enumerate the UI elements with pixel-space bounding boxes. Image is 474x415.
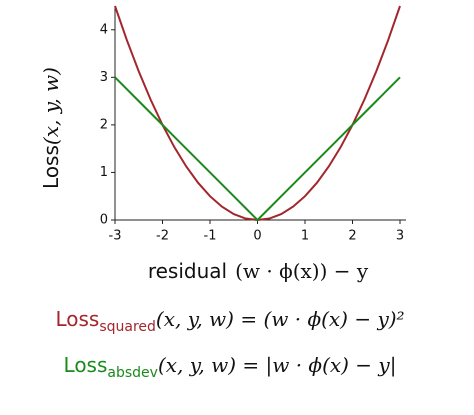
x-label-expression: (w · ϕ(x)) − y <box>235 259 369 283</box>
x-label-name: residual <box>148 259 227 283</box>
x-tick-label: 1 <box>301 229 309 244</box>
y-label-name: Loss <box>39 145 63 189</box>
y-tick-label: 3 <box>100 70 108 85</box>
x-tick-label: -1 <box>204 229 217 244</box>
formula-subscript: absdev <box>107 365 158 381</box>
formula-expression: (x, y, w) = (w · ϕ(x) − y)² <box>156 307 405 331</box>
y-label-args: (x, y, w) <box>39 67 63 145</box>
svg-text:Loss(x, y, w): Loss(x, y, w) <box>39 67 63 189</box>
formula-expression: (x, y, w) = |w · ϕ(x) − y| <box>158 353 397 378</box>
formula-name: Loss <box>55 307 99 331</box>
line-absdev <box>114 76 401 222</box>
formula-absdev: Lossabsdev(x, y, w) = |w · ϕ(x) − y| <box>64 353 397 381</box>
line-squared <box>114 5 401 222</box>
y-tick-label: 1 <box>100 165 108 180</box>
x-tick-label: -2 <box>156 229 169 244</box>
x-tick-label: 0 <box>253 229 261 244</box>
y-tick-label: 0 <box>100 213 108 228</box>
formula-squared: Losssquared(x, y, w) = (w · ϕ(x) − y)² <box>55 307 404 335</box>
x-tick-label: 2 <box>348 229 356 244</box>
formula-name: Loss <box>64 353 108 377</box>
formula-subscript: squared <box>99 319 156 335</box>
x-tick-label: 3 <box>396 229 404 244</box>
y-tick-label: 2 <box>100 117 108 132</box>
x-axis-label: residual (w · ϕ(x)) − y <box>148 259 369 283</box>
y-axis-label: Loss(x, y, w) <box>39 67 63 189</box>
y-tick-label: 4 <box>100 22 108 37</box>
x-tick-label: -3 <box>109 229 122 244</box>
